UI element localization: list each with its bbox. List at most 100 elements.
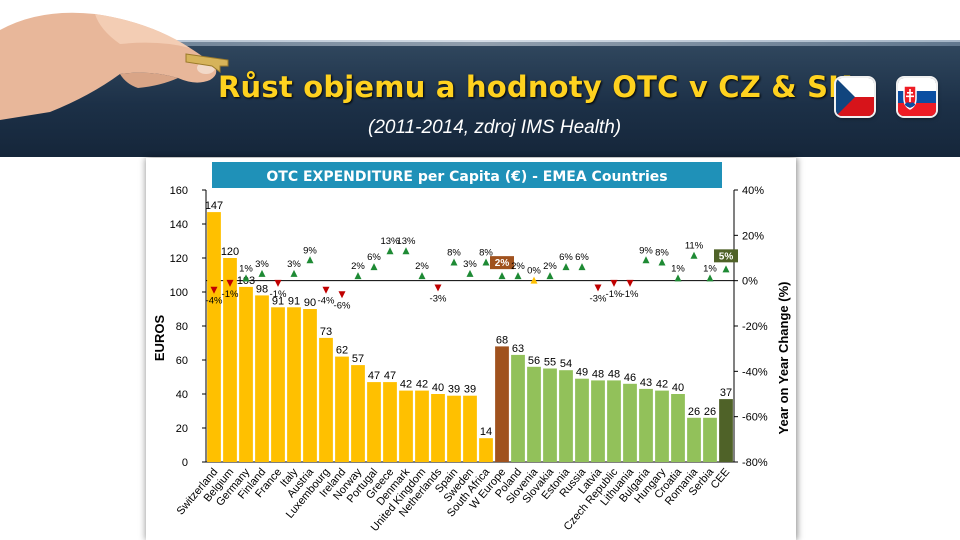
bar-1 <box>223 258 237 462</box>
y-tick-label: 40 <box>176 389 188 401</box>
bar-value-label: 91 <box>272 295 284 307</box>
bar-value-label: 40 <box>672 382 684 394</box>
y-tick-label: 120 <box>170 253 188 265</box>
yoy-marker-11 <box>386 247 394 255</box>
bar-17 <box>479 438 493 462</box>
yoy-label: -3% <box>590 293 607 304</box>
yoy-marker-27 <box>642 256 650 264</box>
yoy-label: 3% <box>463 259 477 270</box>
yoy-marker-2 <box>242 274 250 282</box>
bar-14 <box>431 394 445 462</box>
yoy-marker-18 <box>498 272 506 280</box>
yoy-label: 5% <box>719 251 734 262</box>
bar-10 <box>367 382 381 462</box>
y2-tick-label: 40% <box>742 185 764 197</box>
bar-value-label: 73 <box>320 326 332 338</box>
bar-28 <box>655 390 669 462</box>
yoy-marker-26 <box>626 279 634 287</box>
bar-value-label: 56 <box>528 355 540 367</box>
yoy-label: -6% <box>334 300 351 311</box>
bar-value-label: 62 <box>336 345 348 357</box>
yoy-label: 6% <box>367 252 381 263</box>
yoy-marker-17 <box>482 258 490 266</box>
bar-value-label: 26 <box>704 406 716 418</box>
bar-value-label: 63 <box>512 343 524 355</box>
yoy-label: 0% <box>527 266 541 277</box>
yoy-marker-6 <box>306 256 314 264</box>
yoy-label: 2% <box>495 258 510 269</box>
bar-18 <box>495 346 509 462</box>
y2-tick-label: 20% <box>742 230 764 242</box>
yoy-marker-32 <box>722 265 730 273</box>
chart-title: OTC EXPENDITURE per Capita (€) - EMEA Co… <box>266 169 667 185</box>
y2-tick-label: -60% <box>742 412 768 424</box>
bar-8 <box>335 356 349 462</box>
bar-3 <box>255 295 269 462</box>
y-tick-label: 60 <box>176 355 188 367</box>
yoy-marker-12 <box>402 247 410 255</box>
bar-29 <box>671 394 685 462</box>
yoy-marker-28 <box>658 258 666 266</box>
bar-value-label: 49 <box>576 367 588 379</box>
slovak-flag-icon <box>898 78 936 116</box>
yoy-marker-13 <box>418 272 426 280</box>
bar-value-label: 147 <box>205 200 223 212</box>
yoy-marker-19 <box>514 272 522 280</box>
yoy-badge <box>714 249 738 263</box>
bar-value-label: 37 <box>720 387 732 399</box>
yoy-label: 2% <box>351 261 365 272</box>
yoy-marker-3 <box>258 269 266 277</box>
bar-20 <box>527 366 541 462</box>
category-label: CEE <box>709 466 733 491</box>
bar-12 <box>399 390 413 462</box>
bar-32 <box>719 399 733 462</box>
yoy-label: 8% <box>479 248 493 259</box>
bar-value-label: 98 <box>256 283 268 295</box>
y2-tick-label: 0% <box>742 276 758 288</box>
yoy-marker-29 <box>674 274 682 282</box>
bar-23 <box>575 378 589 462</box>
bar-value-label: 91 <box>288 295 300 307</box>
bar-value-label: 57 <box>352 353 364 365</box>
bar-13 <box>415 390 429 462</box>
y-tick-label: 20 <box>176 423 188 435</box>
yoy-marker-9 <box>354 272 362 280</box>
bar-21 <box>543 368 557 462</box>
yoy-label: 8% <box>655 248 669 259</box>
yoy-label: 2% <box>511 261 525 272</box>
yoy-label: 2% <box>415 261 429 272</box>
yoy-marker-30 <box>690 251 698 259</box>
bar-25 <box>607 380 621 462</box>
yoy-marker-15 <box>450 258 458 266</box>
yoy-label: 1% <box>239 263 253 274</box>
bar-11 <box>383 382 397 462</box>
bar-value-label: 26 <box>688 406 700 418</box>
bar-value-label: 54 <box>560 358 572 370</box>
hand-with-key-image <box>0 12 229 120</box>
yoy-label: 2% <box>543 261 557 272</box>
banner-highlight <box>0 40 960 46</box>
bar-value-label: 39 <box>448 384 460 396</box>
bar-26 <box>623 383 637 462</box>
chart-panel: OTC EXPENDITURE per Capita (€) - EMEA Co… <box>146 158 796 540</box>
y-tick-label: 100 <box>170 287 188 299</box>
yoy-label: 13% <box>396 236 416 247</box>
slide-subtitle: (2011-2014, zdroj IMS Health) <box>368 117 622 138</box>
yoy-marker-31 <box>706 274 714 282</box>
bar-value-label: 120 <box>221 246 239 258</box>
yoy-label: 3% <box>255 259 269 270</box>
bar-22 <box>559 370 573 462</box>
bar-value-label: 90 <box>304 297 316 309</box>
bar-value-label: 47 <box>384 370 396 382</box>
bar-value-label: 39 <box>464 384 476 396</box>
otc-expenditure-chart: OTC EXPENDITURE per Capita (€) - EMEA Co… <box>152 162 791 534</box>
chart-title-bar <box>212 162 722 188</box>
yoy-marker-10 <box>370 263 378 271</box>
y-axis-label: EUROS <box>152 315 167 362</box>
bar-27 <box>639 388 653 462</box>
yoy-marker-25 <box>610 279 618 287</box>
yoy-marker-8 <box>338 291 346 299</box>
bar-value-label: 42 <box>416 379 428 391</box>
bar-value-label: 48 <box>608 368 620 380</box>
yoy-marker-14 <box>434 284 442 292</box>
